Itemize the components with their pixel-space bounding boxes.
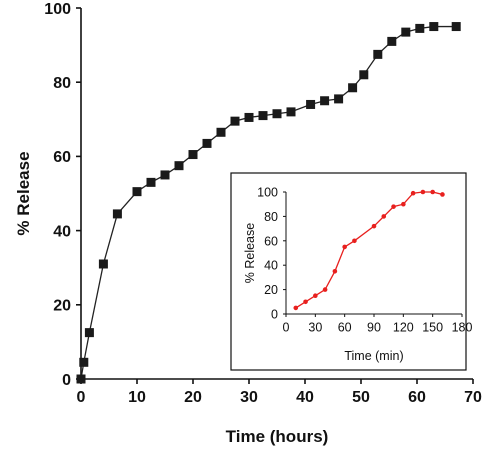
inset-data-point — [352, 238, 357, 244]
main-data-point — [76, 374, 86, 384]
main-y-axis-title: % Release — [14, 151, 33, 235]
main-data-point — [79, 357, 89, 367]
main-data-point — [174, 161, 184, 171]
inset-data-point — [420, 189, 426, 195]
main-x-tick-label: 50 — [352, 389, 370, 406]
inset-x-axis-title: Time (min) — [344, 349, 403, 363]
main-y-tick-label: 40 — [53, 223, 71, 240]
inset-y-axis-title: % Release — [243, 223, 257, 283]
main-x-tick-label: 70 — [464, 389, 482, 406]
main-data-point — [373, 49, 383, 59]
inset-y-tick-label: 100 — [257, 186, 278, 200]
main-y-tick-label: 100 — [44, 1, 71, 18]
main-data-point — [401, 27, 411, 37]
inset-y-tick-label: 80 — [264, 210, 278, 224]
inset-data-point — [293, 305, 299, 311]
inset-y-tick-label: 0 — [271, 308, 278, 322]
main-data-point — [84, 328, 94, 338]
main-data-point — [216, 127, 226, 137]
main-data-point — [429, 22, 439, 32]
inset-x-tick-label: 180 — [452, 321, 473, 335]
main-data-point — [160, 170, 170, 180]
main-data-point — [451, 22, 461, 32]
inset-x-tick-label: 60 — [338, 321, 352, 335]
main-y-tick-label: 0 — [62, 372, 71, 389]
main-x-tick-label: 60 — [408, 389, 426, 406]
main-data-point — [306, 99, 316, 109]
inset-data-point — [332, 269, 338, 274]
main-data-point — [98, 259, 108, 269]
main-y-tick-label: 60 — [53, 149, 71, 166]
inset-x-tick-label: 30 — [308, 321, 322, 335]
main-plot: 0 20 40 60 80 100 0 10 20 30 40 50 60 70 Time (hours)%… — [14, 1, 482, 446]
main-data-point — [272, 109, 282, 119]
main-data-point — [415, 23, 425, 33]
inset-frame — [230, 172, 467, 371]
inset-data-point — [391, 204, 396, 209]
main-data-point — [258, 111, 268, 121]
main-x-tick-label: 30 — [240, 389, 258, 406]
inset-data-point — [440, 192, 445, 197]
inset-x-tick-label: 90 — [367, 321, 381, 335]
main-x-tick-label: 0 — [77, 389, 86, 406]
inset-data-point — [322, 287, 328, 292]
main-data-point — [230, 116, 240, 126]
inset-data-point — [371, 223, 377, 229]
main-data-point — [348, 83, 358, 93]
inset-y-tick-label: 40 — [264, 259, 278, 273]
main-data-point — [359, 70, 369, 80]
inset-x-tick-label: 120 — [393, 321, 414, 335]
inset-data-point — [381, 214, 387, 219]
main-data-point — [387, 36, 397, 46]
main-x-axis-title: Time (hours) — [226, 427, 329, 446]
main-data-point — [320, 96, 330, 106]
inset-y-tick-label: 20 — [264, 283, 278, 297]
main-data-point — [188, 150, 198, 160]
main-y-tick-label: 80 — [53, 75, 71, 92]
main-x-tick-label: 40 — [296, 389, 314, 406]
main-data-point — [202, 138, 212, 148]
inset-data-point — [430, 189, 435, 195]
inset-x-tick-label: 150 — [422, 321, 443, 335]
inset-plot: 0 20 40 60 80 100 0 30 60 90 120 150 180 Time (min) % … — [230, 172, 473, 371]
inset-data-point — [342, 244, 347, 250]
main-data-point — [244, 112, 254, 122]
main-data-point — [146, 177, 156, 187]
main-data-point — [132, 187, 142, 197]
main-x-tick-label: 20 — [184, 389, 202, 406]
main-x-tick-label: 10 — [128, 389, 146, 406]
inset-data-point — [303, 299, 308, 305]
main-y-tick-label: 20 — [53, 298, 71, 315]
inset-data-point — [313, 293, 318, 299]
inset-data-point — [410, 190, 416, 196]
inset-data-point — [401, 201, 406, 207]
inset-y-tick-label: 60 — [264, 234, 278, 248]
main-data-point — [334, 94, 344, 104]
main-series-line — [80, 25, 457, 380]
main-data-point — [286, 107, 296, 117]
main-data-point — [112, 209, 122, 219]
inset-x-tick-label: 0 — [283, 321, 290, 335]
